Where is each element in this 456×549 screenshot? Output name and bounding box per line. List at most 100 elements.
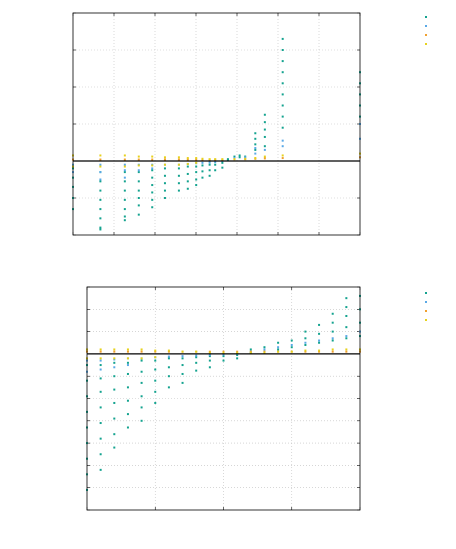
- data-point: [195, 356, 198, 359]
- data-point: [208, 158, 211, 161]
- data-point: [208, 163, 211, 166]
- plot-frame: [86, 286, 361, 511]
- data-point: [222, 353, 225, 356]
- data-point: [345, 297, 348, 300]
- data-point: [201, 176, 204, 179]
- data-point: [151, 164, 154, 167]
- data-point: [140, 406, 143, 409]
- data-point: [99, 422, 102, 425]
- data-point: [151, 206, 154, 209]
- data-point: [151, 176, 154, 179]
- data-point: [214, 163, 217, 166]
- data-point: [99, 198, 102, 201]
- data-point: [222, 359, 225, 362]
- data-point: [99, 228, 102, 231]
- data-point: [126, 386, 129, 389]
- data-point: [99, 208, 102, 211]
- data-point: [123, 158, 126, 161]
- data-point: [214, 169, 217, 172]
- data-point: [281, 104, 284, 107]
- data-point: [345, 350, 348, 353]
- data-point: [263, 351, 266, 354]
- data-point: [281, 115, 284, 118]
- data-point: [186, 165, 189, 168]
- data-point: [281, 49, 284, 51]
- data-point: [254, 132, 257, 135]
- series-4: [86, 348, 361, 360]
- legend-marker: [425, 43, 427, 45]
- data-point: [163, 197, 166, 199]
- data-point: [177, 182, 180, 185]
- data-point: [140, 359, 143, 362]
- data-point: [254, 147, 257, 150]
- data-point: [151, 198, 154, 201]
- data-point: [263, 155, 266, 158]
- data-point: [113, 361, 116, 364]
- data-point: [99, 154, 102, 157]
- data-point: [195, 361, 198, 364]
- data-point: [186, 187, 189, 190]
- data-point: [154, 379, 157, 382]
- data-point: [99, 165, 102, 168]
- data-point: [186, 157, 189, 160]
- data-point: [304, 337, 307, 340]
- data-point: [113, 375, 116, 378]
- data-point: [151, 169, 154, 172]
- data-point: [163, 163, 166, 166]
- data-point: [126, 350, 129, 353]
- data-point: [126, 372, 129, 375]
- legend: [425, 16, 427, 45]
- data-point: [126, 413, 129, 416]
- data-point: [126, 357, 129, 360]
- data-point: [195, 178, 198, 181]
- data-point: [254, 152, 257, 155]
- data-point: [167, 375, 170, 378]
- data-point: [208, 169, 211, 172]
- data-point: [331, 348, 334, 351]
- data-point: [249, 351, 252, 354]
- data-point: [331, 350, 334, 353]
- data-point: [208, 355, 211, 358]
- data-point: [140, 348, 143, 351]
- data-point: [177, 174, 180, 177]
- data-point: [263, 350, 266, 353]
- legend-marker: [425, 292, 427, 294]
- data-point: [318, 341, 321, 344]
- data-point: [151, 158, 154, 161]
- data-point: [233, 158, 236, 161]
- data-point: [195, 350, 198, 353]
- data-point: [99, 350, 102, 353]
- data-point: [186, 158, 189, 161]
- data-point: [236, 357, 239, 360]
- data-point: [304, 350, 307, 353]
- data-point: [233, 155, 236, 158]
- data-point: [113, 401, 116, 404]
- data-point: [113, 357, 116, 360]
- data-point: [151, 167, 154, 170]
- data-point: [177, 156, 180, 159]
- data-point: [221, 161, 224, 164]
- data-point: [181, 355, 184, 358]
- data-point: [208, 351, 211, 354]
- data-point: [281, 139, 284, 142]
- data-point: [126, 399, 129, 402]
- data-point: [163, 182, 166, 185]
- data-point: [331, 312, 334, 315]
- data-point: [254, 137, 257, 140]
- data-point: [208, 161, 211, 164]
- data-point: [99, 226, 102, 229]
- data-point: [140, 419, 143, 422]
- data-point: [254, 157, 257, 160]
- data-point: [318, 339, 321, 342]
- data-point: [137, 204, 140, 207]
- data-point: [195, 171, 198, 174]
- data-point: [137, 155, 140, 158]
- data-point: [318, 332, 321, 335]
- data-point: [304, 343, 307, 346]
- data-point: [113, 388, 116, 391]
- data-point: [263, 346, 266, 349]
- chart-panel-2: [86, 286, 427, 511]
- data-point: [263, 157, 266, 160]
- data-point: [167, 366, 170, 369]
- data-point: [214, 158, 217, 161]
